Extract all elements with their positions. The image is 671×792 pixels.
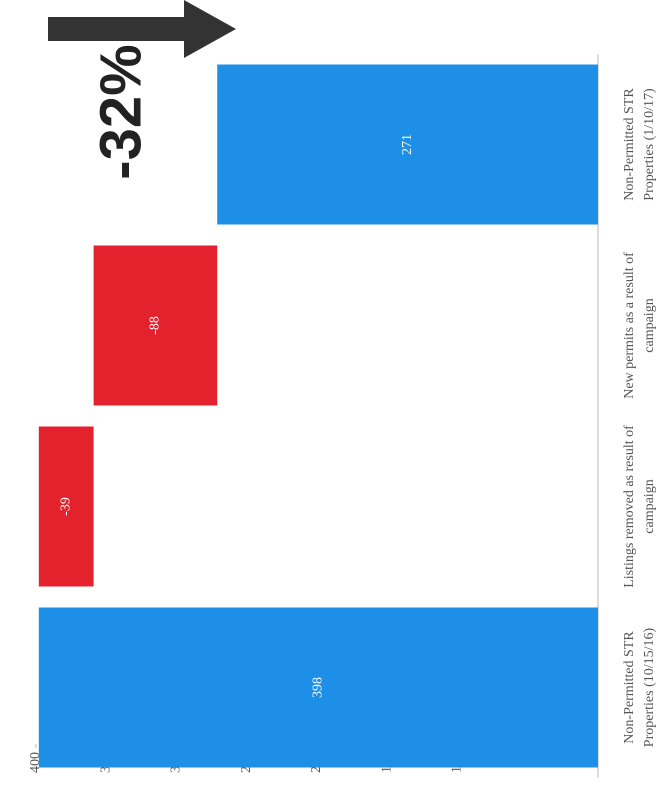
bar: [38, 426, 94, 587]
data-label: -88: [148, 316, 163, 335]
arrow: [48, 0, 236, 58]
annotation: -32%: [88, 44, 153, 179]
x-tick-label: Listings removed as result of campaign: [622, 425, 657, 588]
arrow-head: [184, 0, 236, 58]
x-tick-label: New permits as a result of campaign: [622, 252, 657, 399]
x-tick-label: Non-Permitted STR Properties (10/15/16): [622, 627, 657, 747]
x-tick-label: Non-Permitted STR Properties (1/10/17): [622, 88, 657, 201]
data-label: 271: [400, 134, 415, 155]
arrow-body: [48, 17, 188, 41]
bar: [93, 245, 218, 406]
bar: [217, 64, 598, 225]
bar: [38, 607, 599, 768]
data-label: 398: [311, 677, 326, 698]
plot: -32% -50100150200250300350400Non-Permitt…: [28, 44, 657, 778]
data-label: -39: [58, 497, 73, 516]
